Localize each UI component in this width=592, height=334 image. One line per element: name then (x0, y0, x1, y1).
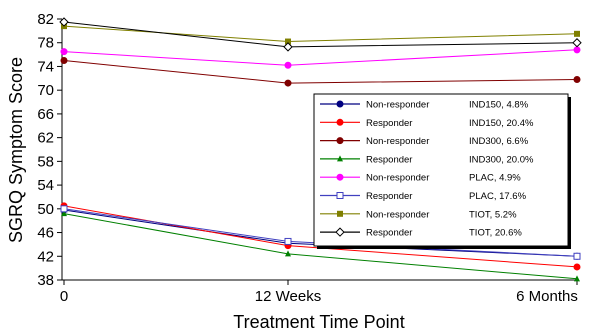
data-point (60, 205, 68, 213)
data-point (59, 17, 69, 27)
legend-group: PLAC, 4.9% (469, 173, 521, 184)
data-point (573, 252, 581, 260)
data-point (284, 61, 292, 69)
legend-group: IND300, 6.6% (469, 136, 529, 147)
data-point (61, 210, 67, 217)
legend-item: Non-responder IND300, 6.6% (320, 136, 529, 147)
data-point (574, 275, 580, 282)
legend-item: Responder IND150, 20.4% (320, 118, 534, 129)
data-point (285, 38, 291, 45)
legend-label: Responder (366, 228, 412, 239)
x-axis-title: Treatment Time Point (233, 312, 404, 332)
x-tick-label: 12 Weeks (255, 288, 321, 305)
data-point (284, 79, 292, 87)
data-point (60, 48, 68, 56)
y-tick-label: 74 (37, 58, 54, 75)
y-tick-label: 46 (37, 225, 54, 242)
legend-marker (335, 227, 345, 237)
legend-label: Non-responder (366, 173, 429, 184)
y-tick-label: 54 (37, 177, 54, 194)
legend-label: Responder (366, 154, 412, 165)
data-point (573, 46, 581, 54)
y-tick-label: 42 (37, 248, 54, 265)
series-5 (60, 46, 581, 69)
legend-marker (336, 137, 344, 145)
y-tick-label: 82 (37, 11, 54, 28)
legend-group: IND150, 4.8% (469, 100, 529, 111)
legend-label: Responder (366, 118, 412, 129)
y-tick-label: 38 (37, 272, 54, 289)
legend-item: Non-responder TIOT, 5.2% (320, 209, 517, 220)
y-axis-title: SGRQ Symptom Score (6, 57, 26, 243)
legend: Non-responder IND150, 4.8% Responder IND150… (313, 93, 571, 249)
legend-marker (336, 100, 344, 108)
y-tick-label: 66 (37, 106, 54, 123)
legend-label: Responder (366, 191, 412, 202)
legend-group: IND300, 20.0% (469, 154, 534, 165)
y-tick-label: 70 (37, 82, 54, 99)
series-7 (61, 23, 580, 45)
y-tick-label: 78 (37, 35, 54, 52)
data-point (285, 250, 291, 257)
legend-marker (337, 210, 343, 217)
legend-item: Responder TIOT, 20.6% (320, 227, 522, 239)
series-4 (61, 210, 580, 282)
series-layer (59, 17, 582, 282)
data-point (60, 57, 68, 65)
legend-marker (336, 192, 344, 199)
legend-group: IND150, 20.4% (469, 118, 534, 129)
data-point (573, 263, 581, 271)
data-point (574, 30, 580, 37)
legend-item: Responder PLAC, 17.6% (320, 191, 527, 202)
legend-marker (336, 173, 344, 181)
legend-marker (336, 118, 344, 126)
y-tick-label: 50 (37, 201, 54, 218)
x-tick-label: 6 Months (516, 288, 578, 305)
legend-label: Non-responder (366, 209, 429, 220)
y-tick-label: 62 (37, 130, 54, 147)
legend-group: TIOT, 20.6% (469, 228, 522, 239)
data-point (573, 76, 581, 84)
series-line (63, 49, 578, 66)
legend-item: Non-responder PLAC, 4.9% (320, 173, 521, 184)
x-axis: 0 12 Weeks 6 Months (60, 280, 578, 305)
legend-label: Non-responder (366, 100, 429, 111)
series-6 (60, 205, 581, 260)
y-tick-label: 58 (37, 153, 54, 170)
data-point (284, 237, 292, 245)
legend-box (313, 93, 569, 247)
legend-item: Non-responder IND150, 4.8% (320, 100, 529, 111)
data-point (283, 42, 293, 52)
series-3 (60, 57, 581, 87)
legend-marker (337, 155, 343, 162)
legend-label: Non-responder (366, 136, 429, 147)
series-line (63, 25, 578, 43)
series-8 (59, 17, 582, 52)
legend-group: PLAC, 17.6% (469, 191, 527, 202)
data-point (572, 38, 582, 48)
y-axis: 38 42 46 50 54 58 62 66 70 74 78 82 (37, 11, 62, 289)
legend-item: Responder IND300, 20.0% (320, 154, 534, 165)
legend-group: TIOT, 5.2% (469, 209, 517, 220)
x-tick-label: 0 (60, 288, 68, 305)
series-line (63, 21, 578, 48)
